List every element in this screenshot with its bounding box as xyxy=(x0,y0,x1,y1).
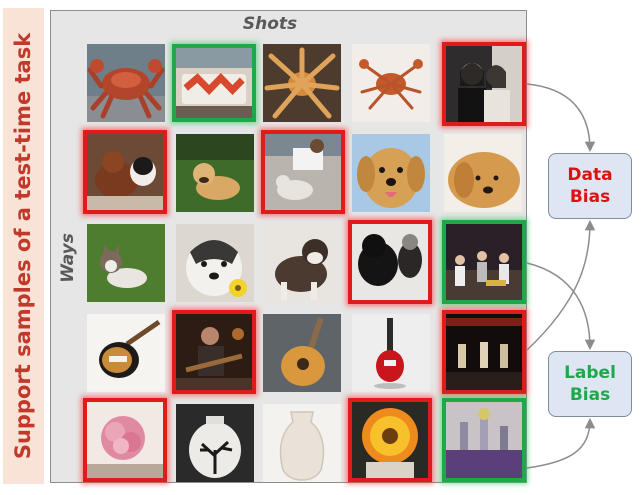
tile-r5c2 xyxy=(176,404,254,482)
tile-r1c4 xyxy=(352,44,430,122)
label-bias-line2: Bias xyxy=(569,385,611,405)
tile-r5c4 xyxy=(348,398,432,482)
gerbera-photo xyxy=(352,402,428,478)
data-bias-line2: Bias xyxy=(569,187,611,207)
shots-label: Shots xyxy=(242,14,298,34)
electric-guitar-photo xyxy=(87,314,165,392)
husky-puppy-photo xyxy=(87,224,165,302)
guitarist-photo xyxy=(176,314,252,390)
side-label-background xyxy=(3,8,44,484)
tile-r2c2 xyxy=(176,134,254,212)
red-guitar-photo xyxy=(352,314,430,392)
spaniel-dogs-photo xyxy=(87,134,163,210)
tile-r4c2 xyxy=(172,310,256,394)
trophy-table-photo xyxy=(446,402,522,478)
dried-crab-photo xyxy=(352,44,430,122)
malamute-photo xyxy=(263,224,341,302)
tile-r1c1 xyxy=(87,44,165,122)
tile-r3c2 xyxy=(176,224,254,302)
connector-trophy-to-label-bias xyxy=(526,417,596,469)
tile-r2c1 xyxy=(83,130,167,214)
black-dogs-photo xyxy=(352,224,428,300)
crab-food-photo xyxy=(176,48,252,118)
retriever-face-photo xyxy=(352,134,430,212)
king-crab-photo xyxy=(263,44,341,122)
pink-flower-photo xyxy=(87,402,163,478)
data-bias-line1: Data xyxy=(567,164,613,185)
tile-r5c5 xyxy=(442,398,526,482)
connector-party-to-label-bias xyxy=(526,262,596,351)
person-with-dog-photo xyxy=(265,134,341,210)
concert-stage-photo xyxy=(446,314,522,390)
tile-r3c4 xyxy=(348,220,432,304)
connector-people-to-data-bias xyxy=(526,83,596,153)
tile-r1c3 xyxy=(263,44,341,122)
white-vase-photo xyxy=(263,404,341,482)
label-bias-box: Label Bias xyxy=(548,351,632,417)
tile-r1c5 xyxy=(442,42,526,126)
tile-r3c1 xyxy=(87,224,165,302)
tile-r4c4 xyxy=(352,314,430,392)
tile-r4c5 xyxy=(442,310,526,394)
retriever-grass-photo xyxy=(176,134,254,212)
people-photo xyxy=(446,46,522,122)
tile-r2c3 xyxy=(261,130,345,214)
tile-r3c3 xyxy=(263,224,341,302)
label-bias-line1: Label xyxy=(564,362,616,383)
husky-flower-photo xyxy=(176,224,254,302)
tile-r4c1 xyxy=(87,314,165,392)
data-bias-box: Data Bias xyxy=(548,153,632,219)
crab-photo xyxy=(87,44,165,122)
retriever-lying-photo xyxy=(444,134,522,212)
tile-r3c5 xyxy=(442,220,526,304)
tile-r2c5 xyxy=(442,134,524,212)
tree-vase-photo xyxy=(176,404,254,482)
tile-r1c2 xyxy=(172,44,256,122)
tile-r5c1 xyxy=(83,398,167,482)
party-people-photo xyxy=(446,224,522,300)
acoustic-guitar-photo xyxy=(263,314,341,392)
tile-r2c4 xyxy=(352,134,430,212)
connector-stage-to-data-bias xyxy=(526,219,596,351)
tile-r5c3 xyxy=(263,404,341,482)
tile-r4c3 xyxy=(263,314,341,392)
